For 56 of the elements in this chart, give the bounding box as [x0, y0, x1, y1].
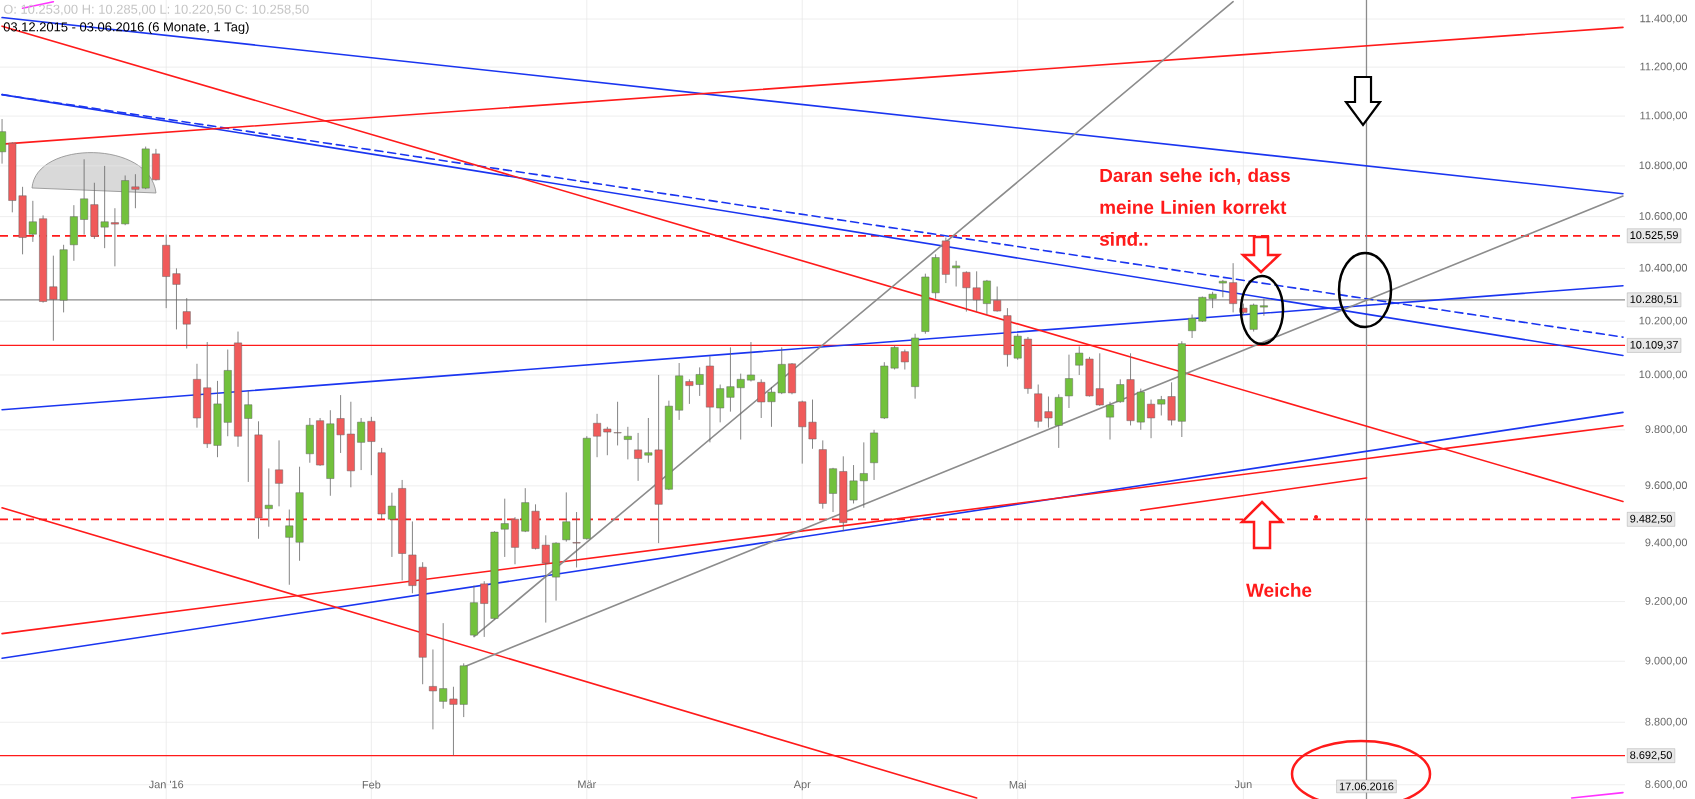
ref-line-label: 8.692,50	[1630, 751, 1672, 761]
x-tick-label: Mai	[1009, 780, 1026, 789]
candlestick	[993, 286, 1002, 312]
candlestick	[982, 279, 991, 315]
candlestick	[110, 207, 119, 267]
candlestick	[357, 417, 366, 471]
ref-line-label: 10.280,51	[1630, 295, 1678, 305]
candlestick	[572, 511, 581, 568]
y-tick-label: 10.600,00	[1639, 212, 1688, 222]
candlestick	[562, 492, 571, 543]
x-tick-label: Jan '16	[148, 780, 184, 789]
y-tick-label: 10.200,00	[1639, 316, 1688, 326]
candlestick	[1147, 399, 1155, 439]
candlestick	[80, 158, 89, 236]
candlestick	[428, 649, 437, 730]
ref-line-label: 9.482,50	[1630, 514, 1672, 524]
candlestick	[500, 498, 509, 558]
candlestick	[1106, 401, 1114, 440]
x-tick-label: Mär	[578, 780, 597, 789]
ref-line-label: 10.525,59	[1630, 231, 1678, 241]
candlestick	[634, 432, 643, 482]
candlestick	[182, 297, 191, 349]
candlestick	[387, 492, 396, 558]
x-tick-label: Apr	[793, 780, 811, 791]
candlestick	[623, 426, 632, 460]
ref-line-label: 10.109,37	[1630, 340, 1678, 350]
annotation: Weiche	[1246, 583, 1312, 597]
y-tick-label: 8.600,00	[1645, 780, 1688, 790]
x-tick-label: 17.06.2016	[1339, 782, 1394, 791]
candlestick	[1188, 314, 1197, 339]
y-tick-label: 10.800,00	[1639, 161, 1688, 171]
candlestick	[367, 416, 376, 476]
y-tick-label: 10.400,00	[1639, 263, 1688, 273]
candlestick	[1259, 298, 1268, 317]
x-tick-label: Feb	[362, 780, 381, 789]
candlestick	[952, 260, 961, 287]
x-tick-label: Jun	[1234, 780, 1252, 789]
chart-subtitle: O: 10.253,00 H: 10.285,00 L: 10.220,50 C: 10.258,50	[3, 4, 309, 16]
y-tick-label: 9.800,00	[1645, 425, 1688, 435]
y-tick-label: 9.200,00	[1645, 597, 1688, 607]
candlestick	[747, 341, 755, 382]
candlestick	[1229, 262, 1238, 313]
y-tick-label: 11.200,00	[1640, 62, 1688, 72]
y-tick-label: 11.000,00	[1640, 111, 1688, 121]
y-tick-label: 9.600,00	[1645, 481, 1688, 491]
y-tick-label: 11.400,00	[1640, 14, 1688, 24]
candlestick	[593, 413, 602, 458]
y-tick-label: 9.000,00	[1645, 656, 1688, 666]
candlestick	[1218, 279, 1227, 298]
y-tick-label: 8.800,00	[1645, 717, 1688, 727]
candlestick	[1065, 354, 1073, 409]
annotation: Daran sehe ich, dass meine Linien korrekt sind..	[1099, 168, 1290, 246]
y-tick-label: 10.000,00	[1639, 370, 1688, 380]
candlestick	[275, 439, 283, 507]
candlestick	[244, 390, 253, 483]
y-tick-label: 9.400,00	[1645, 538, 1688, 548]
